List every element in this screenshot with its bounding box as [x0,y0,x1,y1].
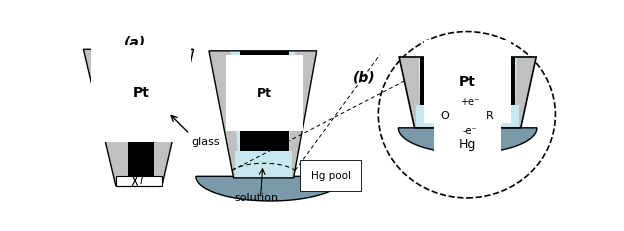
Polygon shape [515,57,536,128]
Text: Pt: Pt [133,86,150,100]
Polygon shape [398,128,537,153]
Polygon shape [209,51,240,178]
Text: solution: solution [235,193,279,203]
Text: Hg pool: Hg pool [311,170,351,181]
Text: Pt: Pt [257,87,272,100]
Bar [240,51,289,151]
Ellipse shape [378,32,555,198]
Polygon shape [196,176,345,201]
Bar [235,151,292,178]
Polygon shape [401,57,535,128]
Text: +e⁻: +e⁻ [461,97,479,107]
Bar [115,176,162,185]
Bar [416,105,519,128]
Polygon shape [84,49,193,185]
Bar [128,49,154,176]
Bar [420,57,515,105]
Text: l: l [140,176,143,185]
Polygon shape [210,51,315,178]
Text: R: R [486,111,494,121]
Text: O: O [441,111,449,121]
Text: (b): (b) [353,70,376,84]
Polygon shape [399,57,421,128]
Polygon shape [288,51,317,178]
Text: Hg: Hg [459,138,476,151]
Text: (a): (a) [124,35,146,49]
Text: -e⁻: -e⁻ [462,125,477,136]
Text: glass: glass [191,137,220,147]
Text: Pt: Pt [459,75,476,89]
